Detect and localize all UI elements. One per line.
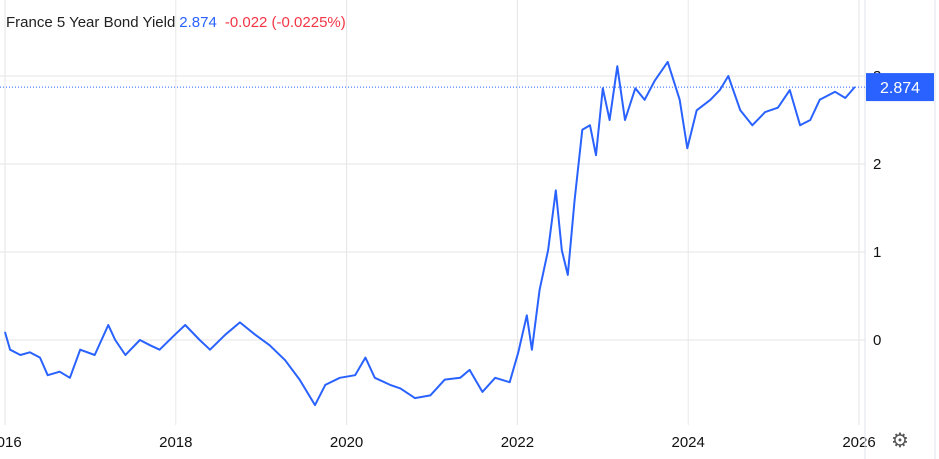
data-point	[324, 384, 326, 386]
data-point	[719, 89, 721, 91]
data-point	[644, 99, 646, 101]
data-point	[727, 75, 729, 77]
data-point	[254, 334, 256, 336]
data-point	[9, 349, 11, 351]
data-point	[679, 99, 681, 101]
x-tick-label: 2016	[0, 434, 22, 451]
data-point	[799, 124, 801, 126]
data-point	[581, 129, 583, 131]
data-point	[567, 274, 569, 276]
data-point	[414, 397, 416, 399]
x-tick-label: 2026	[842, 434, 875, 451]
data-point	[389, 384, 391, 386]
data-point	[686, 147, 688, 149]
x-tick-label: 2024	[672, 434, 705, 451]
data-point	[269, 344, 271, 346]
data-point	[609, 119, 611, 121]
data-point	[809, 119, 811, 121]
data-point	[29, 351, 31, 353]
data-point	[602, 87, 604, 89]
last-value: 2.874	[179, 14, 217, 31]
data-point	[114, 339, 116, 341]
data-point	[149, 344, 151, 346]
y-tick-label: 2	[873, 156, 881, 173]
data-point	[574, 199, 576, 201]
data-point	[107, 324, 109, 326]
data-point	[399, 387, 402, 389]
data-point	[209, 349, 211, 351]
data-point	[539, 289, 541, 291]
data-point	[819, 99, 821, 101]
x-tick-label: 2018	[159, 434, 192, 451]
data-point	[124, 354, 127, 356]
last-value-label: 2.874	[880, 80, 920, 97]
data-point	[224, 334, 226, 336]
data-point	[459, 377, 461, 379]
data-point	[555, 189, 557, 191]
data-point	[94, 354, 96, 356]
data-point	[39, 357, 41, 359]
data-point	[616, 65, 618, 67]
data-point	[354, 374, 356, 376]
y-tick-label: 1	[873, 244, 881, 261]
data-point	[547, 249, 549, 251]
data-point	[709, 99, 712, 101]
data-point	[59, 371, 61, 373]
chart-header: France 5 Year Bond Yield 2.874 -0.022 (-0.…	[6, 14, 346, 31]
data-point	[654, 79, 656, 81]
data-point	[364, 357, 366, 359]
last-value-badge	[866, 73, 934, 102]
data-point	[284, 359, 286, 361]
data-point	[299, 379, 301, 381]
data-point	[561, 249, 563, 251]
data-point	[624, 119, 626, 121]
data-point	[494, 377, 496, 379]
data-point	[667, 61, 669, 63]
series-line	[4, 60, 856, 407]
data-point	[199, 339, 201, 341]
data-point	[595, 154, 597, 156]
data-point	[509, 381, 511, 383]
data-point	[696, 109, 698, 111]
data-point	[444, 379, 446, 381]
gear-icon[interactable]: ⚙	[891, 430, 909, 452]
data-point	[339, 377, 341, 379]
data-point	[764, 111, 766, 113]
data-point	[789, 89, 791, 91]
data-point	[481, 391, 483, 393]
data-point	[158, 349, 161, 351]
y-tick-label: 0	[873, 332, 881, 349]
data-point	[139, 339, 141, 341]
data-point	[184, 324, 186, 326]
data-point	[834, 91, 836, 93]
data-point	[526, 314, 528, 316]
data-point	[844, 97, 846, 99]
data-point	[751, 124, 753, 126]
data-point	[314, 404, 316, 406]
x-tick-label: 2022	[501, 434, 534, 451]
data-point	[69, 377, 71, 379]
data-point	[239, 321, 241, 323]
data-point	[589, 124, 591, 126]
data-point	[4, 331, 6, 333]
data-point	[517, 351, 519, 353]
data-point	[634, 87, 636, 89]
data-point	[429, 394, 431, 397]
data-point	[777, 107, 779, 109]
data-point	[739, 109, 741, 111]
data-point	[79, 349, 81, 351]
instrument-title: France 5 Year Bond Yield	[6, 14, 176, 31]
x-tick-label: 2020	[330, 434, 363, 451]
change-value: -0.022 (-0.0225%)	[224, 14, 346, 31]
data-point	[19, 354, 21, 356]
data-point	[47, 374, 49, 376]
data-point	[531, 349, 533, 351]
data-point	[174, 334, 176, 336]
data-point	[468, 369, 471, 371]
data-point	[374, 377, 376, 379]
